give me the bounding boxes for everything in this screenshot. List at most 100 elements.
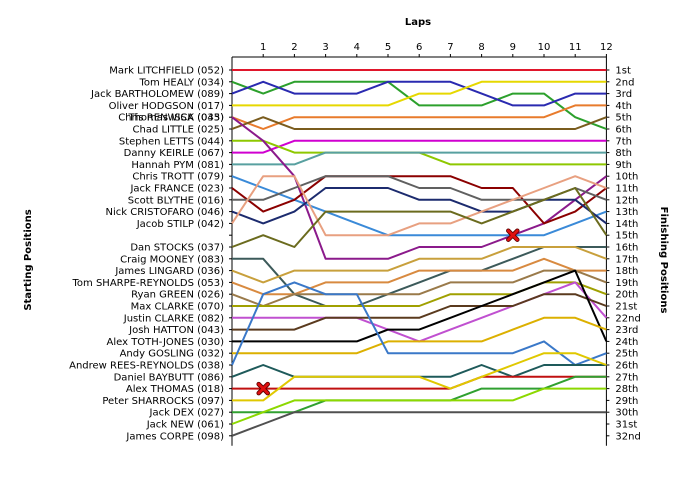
series-line — [231, 246, 607, 284]
starting-position-labels: Mark LITCHFIELD (052)Tom HEALY (034)Jack… — [69, 66, 224, 443]
right-axis-title: Finishing Positions — [658, 207, 669, 314]
series-line — [231, 187, 608, 248]
series-line — [232, 80, 607, 107]
axes — [229, 54, 610, 446]
finishing-position-label: 24th — [615, 337, 638, 348]
driver-name-label: Alex TOTH-JONES (030) — [107, 337, 225, 348]
finishing-position-label: 27th — [615, 372, 638, 383]
lap-tick-labels: 1 2 3 4 5 6 7 8 9 10 11 12 — [260, 42, 613, 53]
series-line — [231, 175, 608, 225]
finishing-position-label: 10th — [615, 172, 638, 183]
retirement-marker-icon — [256, 381, 270, 396]
driver-name-label: Stephen LETTS (044) — [119, 136, 224, 147]
series-line — [231, 411, 607, 437]
driver-name-label: Josh HATTON (043) — [128, 325, 224, 336]
finishing-position-label: 32nd — [615, 431, 640, 442]
driver-name-label: Chad LITTLE (025) — [133, 125, 225, 136]
driver-name-label: Justin CLARKE (082) — [123, 313, 224, 324]
driver-name-label: Danny KEIRLE (067) — [124, 148, 224, 159]
finishing-position-label: 25th — [615, 349, 638, 360]
series-line — [231, 104, 607, 130]
lap-tick-label: 3 — [322, 42, 328, 53]
finishing-position-label: 3rd — [615, 89, 632, 100]
lap-tick-label: 2 — [291, 42, 297, 53]
lap-tick-label: 1 — [260, 42, 266, 53]
series-line — [231, 116, 607, 130]
series-line — [232, 175, 607, 201]
x-axis-title: Laps — [405, 17, 431, 28]
lap-tick-label: 9 — [510, 42, 516, 53]
driver-name-label: Jack BARTHOLOMEW (089) — [90, 89, 224, 100]
driver-name-label: Daniel BAYBUTT (086) — [114, 372, 224, 383]
lap-tick-label: 4 — [354, 42, 360, 53]
driver-name-label: Scott BLYTHE (016) — [128, 195, 224, 206]
driver-name-label: Chris RENWICK (033) — [118, 113, 224, 124]
driver-name-label: Ryan GREEN (026) — [131, 290, 224, 301]
driver-name-label: Jack NEW (061) — [146, 420, 224, 431]
driver-name-label: Mark LITCHFIELD (052) — [109, 66, 224, 77]
finishing-position-label: 14th — [615, 219, 638, 230]
lap-tick-label: 7 — [447, 42, 453, 53]
finishing-position-label: 13th — [615, 207, 638, 218]
series-line — [231, 387, 607, 425]
finishing-position-label: 20th — [615, 290, 638, 301]
series-line — [231, 364, 607, 378]
driver-name-label: Craig MOONEY (083) — [120, 254, 224, 265]
finishing-position-label: 8th — [615, 148, 632, 159]
driver-name-label: Tom HEALY (034) — [138, 77, 224, 88]
finishing-position-label: 11th — [615, 184, 638, 195]
finishing-position-label: 22nd — [615, 313, 640, 324]
driver-name-label: Oliver HODGSON (017) — [109, 101, 224, 112]
finishing-position-label: 26th — [615, 361, 638, 372]
series-line — [231, 175, 607, 237]
driver-name-label: Chris TROTT (079) — [132, 172, 224, 183]
finishing-position-label: 30th — [615, 408, 638, 419]
lap-tick-label: 6 — [416, 42, 422, 53]
series-line — [231, 80, 607, 130]
driver-name-label: Jacob STILP (042) — [136, 219, 224, 230]
driver-name-label: Tom SHARPE-REYNOLDS (053) — [72, 278, 225, 289]
driver-name-label: Jack FRANCE (023) — [129, 184, 224, 195]
finishing-position-label: 9th — [615, 160, 632, 171]
finishing-position-label: 19th — [615, 278, 638, 289]
finishing-position-label: 2nd — [615, 77, 634, 88]
driver-name-label: Nick CRISTOFARO (046) — [106, 207, 225, 218]
lap-tick-label: 8 — [478, 42, 484, 53]
lap-tick-label: 10 — [538, 42, 551, 53]
series-line — [232, 352, 607, 402]
driver-name-label: Jack DEX (027) — [149, 408, 225, 419]
finishing-position-label: 31st — [615, 420, 637, 431]
driver-name-label: Andy GOSLING (032) — [120, 349, 225, 360]
lap-tick-label: 12 — [600, 42, 613, 53]
series-line — [232, 151, 607, 166]
series-line — [231, 269, 607, 307]
series-line — [231, 80, 607, 107]
series-line — [232, 281, 608, 343]
finishing-position-label: 5th — [615, 113, 632, 124]
driver-name-label: Thomas ISSA (045) — [127, 113, 224, 124]
finishing-position-label: 29th — [615, 396, 638, 407]
finishing-position-label: 6th — [615, 125, 632, 136]
finishing-position-label: 17th — [615, 254, 638, 265]
driver-name-label: Peter SHARROCKS (097) — [102, 396, 224, 407]
driver-name-label: Dan STOCKS (037) — [130, 243, 224, 254]
driver-name-label: Hannah PYM (081) — [131, 160, 224, 171]
driver-name-label: Alex THOMAS (018) — [126, 384, 224, 395]
finishing-position-label: 21st — [615, 302, 637, 313]
driver-name-label: Max CLARKE (070) — [131, 302, 224, 313]
finishing-position-label: 7th — [615, 136, 632, 147]
finishing-position-label: 4th — [615, 101, 632, 112]
driver-name-label: James CORPE (098) — [125, 431, 224, 442]
series-line — [232, 316, 607, 355]
finishing-position-label: 12th — [615, 195, 638, 206]
finishing-position-label: 15th — [615, 231, 638, 242]
series-line — [232, 293, 607, 331]
finishing-position-label: 16th — [615, 243, 638, 254]
series-line — [232, 139, 607, 154]
left-axis-title: Starting Positions — [23, 209, 34, 310]
lap-tick-label: 11 — [569, 42, 582, 53]
series-lines — [231, 69, 608, 437]
driver-name-label: Andrew REES-REYNOLDS (038) — [69, 361, 224, 372]
series-line — [232, 269, 608, 343]
